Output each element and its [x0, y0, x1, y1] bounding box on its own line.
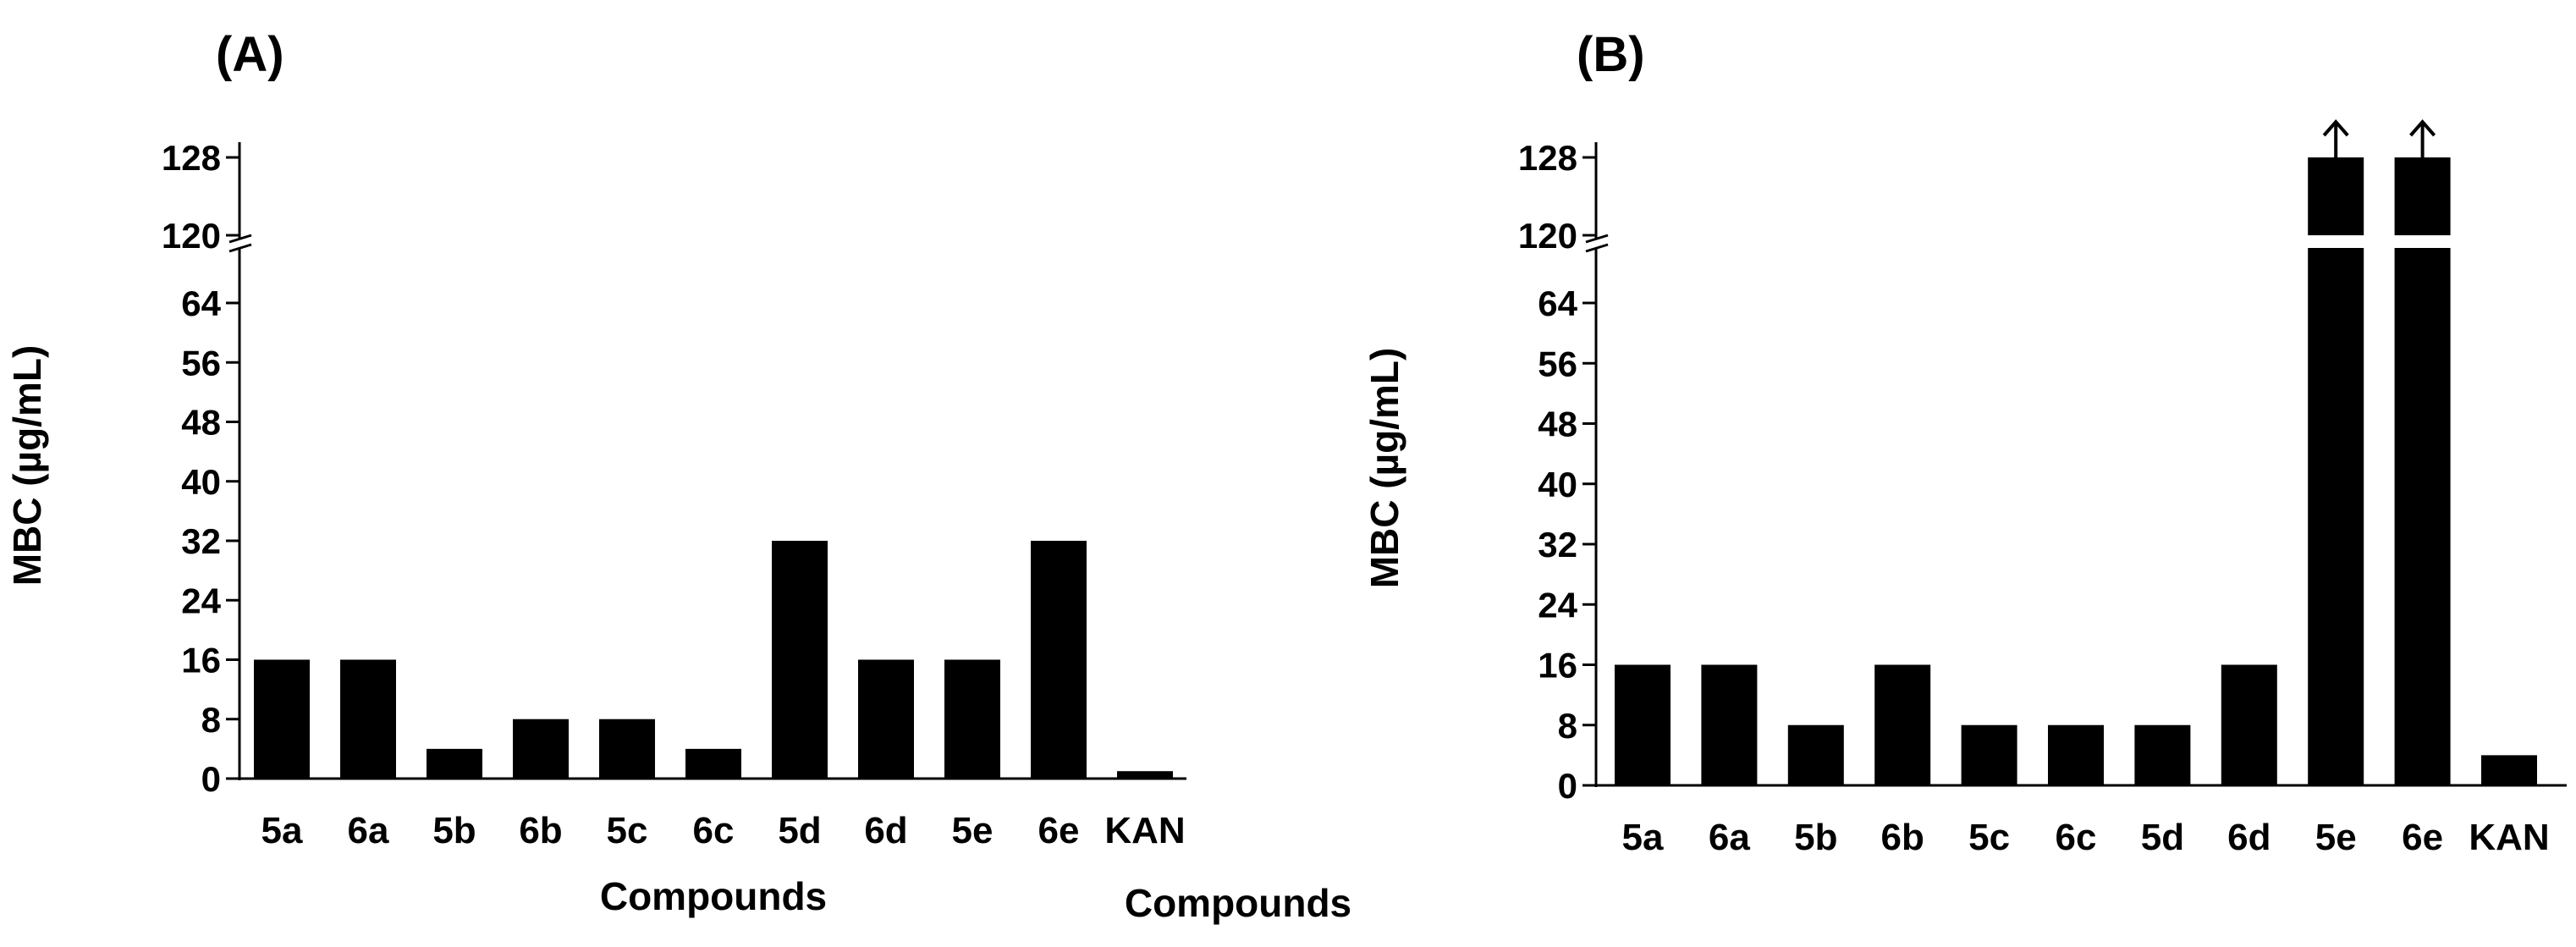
- panel-a-chart: (A) 0 8 16 24 32 40 48 56 64 120 128 5a 6a 5b 6b 5c 6c 5d 6…: [5, 27, 1186, 918]
- x-axis-title: Compounds: [1125, 881, 1351, 925]
- bar: [2394, 248, 2451, 785]
- x-axis-title: Compounds: [600, 874, 827, 918]
- x-tick-label: 6c: [693, 810, 735, 851]
- y-tick-label: 56: [1538, 344, 1577, 383]
- bar: [2221, 664, 2277, 785]
- y-axis-break-mark: [1585, 234, 1609, 244]
- panel-b-chart: (B) 0 8 16 24 32 40 48 56 64 120 128 5a 6a 5b 6b 5c 6c 5d 6…: [1125, 27, 2567, 925]
- y-axis-title: MBC (µg/mL): [5, 345, 49, 586]
- y-tick-label: 8: [1558, 706, 1577, 746]
- bar: [2481, 755, 2537, 785]
- exceeds-arrow-icon: [2409, 118, 2436, 137]
- y-tick-label: 48: [1538, 405, 1577, 444]
- x-tick-label: 5e: [952, 810, 994, 851]
- y-tick-label: 24: [1538, 585, 1577, 625]
- x-tick-label: 5a: [261, 810, 303, 851]
- y-axis-break-mark: [228, 234, 252, 244]
- x-tick-label: 6d: [864, 810, 907, 851]
- x-tick-label: 6a: [348, 810, 389, 851]
- bar: [427, 748, 482, 779]
- panel-label: (A): [216, 27, 284, 82]
- bar: [2308, 248, 2364, 785]
- bar: [2308, 157, 2364, 235]
- x-tick-label: 6b: [1881, 817, 1924, 858]
- bar: [772, 541, 828, 779]
- bar: [340, 659, 396, 779]
- bar: [1117, 771, 1173, 779]
- bar: [1874, 664, 1931, 785]
- bar: [2134, 724, 2191, 785]
- bar: [685, 748, 741, 779]
- y-tick-label: 40: [181, 462, 221, 502]
- y-tick-label: 24: [181, 581, 221, 620]
- y-tick-label: 8: [201, 700, 221, 740]
- y-tick-label: 48: [181, 403, 221, 443]
- x-tick-label: 5d: [2141, 817, 2184, 858]
- y-tick-label: 32: [181, 521, 221, 561]
- bar: [1787, 724, 1844, 785]
- x-tick-label: 5b: [432, 810, 476, 851]
- y-axis-break-mark: [228, 243, 252, 253]
- bar: [1615, 664, 1671, 785]
- x-tick-label: 5c: [1968, 817, 2010, 858]
- x-tick-label: KAN: [2469, 817, 2549, 858]
- y-tick-label: 128: [1518, 138, 1577, 178]
- x-tick-label: 5b: [1794, 817, 1837, 858]
- bar: [1031, 541, 1087, 779]
- y-tick-label: 16: [1538, 646, 1577, 685]
- y-tick-label: 0: [201, 759, 221, 799]
- bar: [858, 659, 914, 779]
- panel-label: (B): [1577, 27, 1645, 82]
- x-tick-label: 6e: [2402, 817, 2443, 858]
- x-tick-label: 5c: [607, 810, 648, 851]
- x-tick-label: 6b: [519, 810, 562, 851]
- bar: [2048, 724, 2104, 785]
- x-tick-label: 6d: [2227, 817, 2271, 858]
- x-tick-label: KAN: [1104, 810, 1185, 851]
- y-tick-label: 56: [181, 343, 221, 383]
- x-tick-label: 5e: [2315, 817, 2357, 858]
- x-tick-label: 5d: [778, 810, 821, 851]
- y-tick-label: 120: [162, 216, 221, 256]
- y-tick-label: 40: [1538, 465, 1577, 504]
- bar: [599, 719, 655, 779]
- bar: [1961, 724, 2017, 785]
- bar: [2394, 157, 2451, 235]
- y-tick-label: 64: [1538, 284, 1577, 323]
- x-tick-label: 5a: [1622, 817, 1664, 858]
- x-tick-label: 6a: [1709, 817, 1750, 858]
- y-axis-title: MBC (µg/mL): [1362, 348, 1406, 589]
- bar: [1701, 664, 1758, 785]
- x-tick-label: 6c: [2056, 817, 2097, 858]
- y-tick-label: 120: [1518, 216, 1577, 256]
- y-tick-label: 64: [181, 284, 221, 323]
- exceeds-arrow-icon: [2322, 118, 2349, 137]
- y-tick-label: 128: [162, 138, 221, 178]
- bar: [513, 719, 569, 779]
- x-tick-label: 6e: [1038, 810, 1080, 851]
- y-tick-label: 32: [1538, 525, 1577, 564]
- y-tick-label: 16: [181, 641, 221, 680]
- y-axis-break-mark: [1585, 243, 1609, 253]
- y-tick-label: 0: [1558, 766, 1577, 806]
- bar: [254, 659, 310, 779]
- bar: [944, 659, 1000, 779]
